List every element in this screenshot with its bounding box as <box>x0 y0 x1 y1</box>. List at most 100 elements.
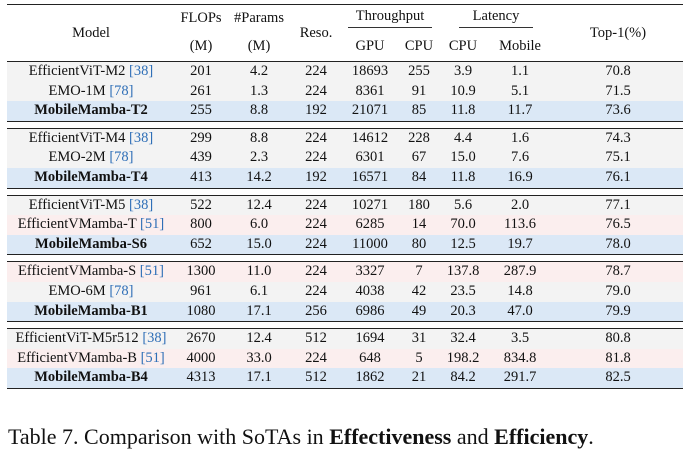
cell-flops: 201 <box>175 60 227 82</box>
header-cpu-throughput: CPU <box>404 37 434 54</box>
cell-top1: 78.0 <box>553 234 684 256</box>
cell-mobile: 1.6 <box>487 127 554 149</box>
group-spacer <box>7 121 683 128</box>
model-name: EfficientVMamba-T <box>17 216 141 233</box>
model-name: EMO-6M <box>48 282 110 299</box>
caption-bold-efficiency: Efficiency <box>494 424 589 449</box>
citation-link[interactable]: [51] <box>140 349 165 366</box>
model-name-cell: EfficientVMamba-T [51] <box>7 215 175 235</box>
cell-lat-cpu: 23.5 <box>450 282 476 299</box>
header-gpu: GPU <box>355 37 385 54</box>
cell-reso: 224 <box>291 60 341 82</box>
model-name-cell: MobileMamba-B4 <box>7 368 175 389</box>
cell-reso: 224 <box>305 282 327 299</box>
throughput-label: Throughput <box>347 8 433 28</box>
cell-mobile: 5.1 <box>510 82 530 99</box>
cell-reso: 192 <box>291 167 341 189</box>
cell-params: 33.0 <box>246 349 272 366</box>
table-row: EMO-2M [78] 439 2.3 224 6301 67 15.0 7.6 75.1 <box>7 148 684 168</box>
model-name-cell: EfficientVMamba-S [51] <box>7 261 175 282</box>
model-name: EfficientViT-M5r512 <box>15 330 143 347</box>
cell-cpu: 49 <box>399 301 439 323</box>
group-spacer <box>7 188 683 195</box>
cell-params: 17.1 <box>227 301 291 323</box>
table-caption: Table 7. Comparison with SoTAs in Effect… <box>8 424 688 450</box>
cell-params: 8.8 <box>227 101 291 122</box>
model-name-cell: MobileMamba-T2 <box>7 101 175 122</box>
cell-reso: 224 <box>291 127 341 149</box>
group-spacer <box>7 255 683 262</box>
table-row: EfficientViT-M5r512 [38] 2670 12.4 512 1694 3… <box>7 328 684 349</box>
model-name: EfficientViT-M2 <box>28 63 130 79</box>
citation-link[interactable]: [38] <box>142 330 167 347</box>
cell-mobile: 287.9 <box>487 261 554 282</box>
cell-flops: 299 <box>175 127 227 149</box>
cell-flops: 2670 <box>175 328 227 349</box>
cell-mobile: 3.5 <box>487 328 554 349</box>
citation-link[interactable]: [38] <box>129 63 154 79</box>
model-name-cell: EMO-2M [78] <box>7 148 175 168</box>
citation-link[interactable]: [78] <box>109 82 134 99</box>
caption-middle: and <box>451 424 495 449</box>
model-name-cell: EfficientViT-M2 [38] <box>7 60 175 82</box>
cell-reso: 224 <box>291 261 341 282</box>
cell-lat-cpu: 5.6 <box>439 194 487 216</box>
cell-mobile: 14.8 <box>507 282 533 299</box>
model-name-cell: EMO-1M [78] <box>7 82 175 102</box>
cell-top1: 77.1 <box>553 194 684 216</box>
cell-gpu: 11000 <box>341 234 399 256</box>
cell-gpu: 648 <box>359 349 381 366</box>
cell-lat-cpu: 12.5 <box>439 234 487 256</box>
cell-mobile: 1.1 <box>487 60 554 82</box>
cell-mobile: 16.9 <box>487 167 554 189</box>
cell-lat-cpu: 84.2 <box>439 368 487 389</box>
model-name: EfficientVMamba-S <box>18 263 140 280</box>
cell-params: 14.2 <box>227 167 291 189</box>
cell-cpu: 21 <box>399 368 439 389</box>
cell-top1: 71.5 <box>605 82 631 99</box>
cell-top1: 80.8 <box>553 328 684 349</box>
header-top1: Top-1(%) <box>553 4 684 61</box>
header-mobile: Mobile <box>499 37 541 54</box>
model-name: MobileMamba-S6 <box>35 235 147 252</box>
cell-flops: 4000 <box>186 349 216 366</box>
citation-link[interactable]: [51] <box>140 216 165 233</box>
cell-reso: 512 <box>291 368 341 389</box>
header-flops-unit: (M) <box>189 37 213 54</box>
model-name: EfficientVMamba-B <box>17 349 141 366</box>
cell-top1: 76.1 <box>553 167 684 189</box>
citation-link[interactable]: [51] <box>139 263 164 280</box>
cell-cpu: 67 <box>411 149 427 166</box>
model-name-cell: EfficientViT-M4 [38] <box>7 127 175 149</box>
cell-cpu: 91 <box>411 82 427 99</box>
cell-gpu: 4038 <box>355 282 385 299</box>
table-row: EfficientViT-M4 [38] 299 8.8 224 14612 228 4.4… <box>7 127 684 149</box>
cell-flops: 4313 <box>175 368 227 389</box>
cell-params: 1.3 <box>249 82 269 99</box>
cell-cpu: 42 <box>411 282 427 299</box>
cell-mobile: 2.0 <box>487 194 554 216</box>
model-name: MobileMamba-B1 <box>34 302 148 319</box>
cell-params: 8.8 <box>227 127 291 149</box>
cell-gpu: 6301 <box>355 149 385 166</box>
citation-link[interactable]: [38] <box>129 196 154 213</box>
model-name-cell: EMO-6M [78] <box>7 282 175 302</box>
cell-mobile: 113.6 <box>503 216 537 233</box>
table-row: EfficientVMamba-S [51] 1300 11.0 224 3327 7 13… <box>7 261 684 282</box>
citation-link[interactable]: [78] <box>109 282 134 299</box>
cell-params: 6.1 <box>249 282 269 299</box>
citation-link[interactable]: [38] <box>129 129 154 146</box>
cell-gpu: 6986 <box>341 301 399 323</box>
header-params-unit: (M) <box>247 37 271 54</box>
cell-cpu: 228 <box>399 127 439 149</box>
header-reso: Reso. <box>291 4 341 61</box>
cell-top1: 74.3 <box>553 127 684 149</box>
citation-link[interactable]: [78] <box>109 149 134 166</box>
cell-cpu: 31 <box>399 328 439 349</box>
cell-flops: 439 <box>190 149 212 166</box>
cell-top1: 82.5 <box>553 368 684 389</box>
table-row: EfficientVMamba-T [51] 800 6.0 224 6285 14 70.… <box>7 215 684 235</box>
cell-mobile: 11.7 <box>487 101 554 122</box>
model-name-cell: MobileMamba-S6 <box>7 234 175 256</box>
cell-params: 12.4 <box>227 328 291 349</box>
